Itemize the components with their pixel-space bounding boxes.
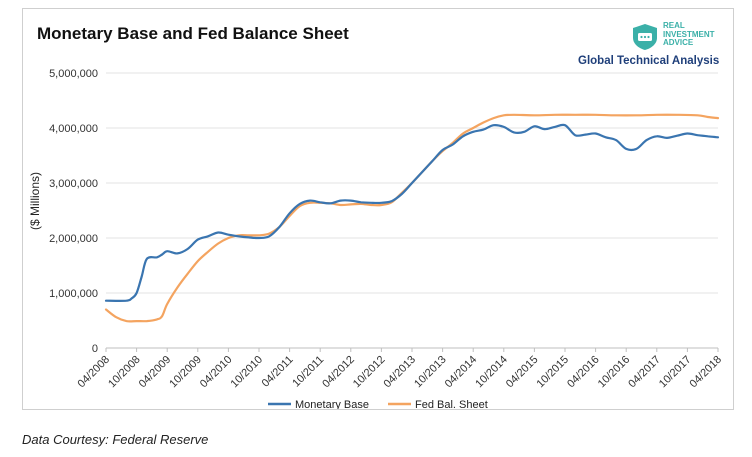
shield-chat-icon xyxy=(633,24,657,50)
logo-line: ADVICE xyxy=(663,38,694,47)
x-tick-label: 04/2008 xyxy=(76,354,113,391)
x-axis-ticks: 04/200810/200804/200910/200904/201010/20… xyxy=(76,348,725,391)
legend-label-fed-bal-sheet: Fed Bal. Sheet xyxy=(415,399,488,409)
x-tick-label: 10/2016 xyxy=(596,354,633,391)
y-axis-title: ($ Millions) xyxy=(28,172,42,230)
brand-logo: REAL INVESTMENT ADVICE xyxy=(631,21,731,61)
x-tick-label: 10/2013 xyxy=(412,354,449,391)
x-tick-label: 10/2011 xyxy=(290,354,326,390)
x-tick-label: 10/2009 xyxy=(167,354,204,391)
tagline: Global Technical Analysis xyxy=(578,55,720,67)
x-tick-label: 04/2015 xyxy=(504,354,541,391)
x-tick-label: 04/2013 xyxy=(382,354,419,391)
series-line-fed-bal-sheet xyxy=(104,113,720,323)
y-tick-label: 4,000,000 xyxy=(49,123,98,135)
y-axis-ticks: 0 1,000,000 2,000,000 3,000,000 4,000,000 5,0… xyxy=(49,68,98,355)
x-tick-label: 04/2009 xyxy=(137,354,174,391)
x-tick-label: 04/2011 xyxy=(260,354,296,390)
y-tick-label: 1,000,000 xyxy=(49,288,98,300)
x-tick-label: 04/2010 xyxy=(198,354,235,391)
x-tick-label: 10/2017 xyxy=(657,354,694,391)
gridlines xyxy=(106,72,718,349)
logo-line: REAL xyxy=(663,21,685,30)
logo-wordmark: REAL INVESTMENT ADVICE xyxy=(663,21,715,48)
x-tick-label: 04/2014 xyxy=(443,354,480,391)
y-tick-label: 3,000,000 xyxy=(49,178,98,190)
x-tick-label: 04/2018 xyxy=(688,354,725,391)
x-tick-label: 10/2010 xyxy=(229,354,266,391)
x-tick-label: 04/2012 xyxy=(320,354,357,391)
legend: Monetary Base Fed Bal. Sheet xyxy=(268,399,488,409)
chart-title: Monetary Base and Fed Balance Sheet xyxy=(37,24,349,43)
chart-frame: Monetary Base and Fed Balance Sheet REAL… xyxy=(22,8,734,410)
series-line-monetary-base xyxy=(104,123,720,302)
line-chart: 0 1,000,000 2,000,000 3,000,000 4,000,000 5,0… xyxy=(28,68,725,409)
x-tick-label: 04/2017 xyxy=(626,354,663,391)
x-tick-label: 10/2008 xyxy=(106,354,143,391)
y-tick-label: 5,000,000 xyxy=(49,68,98,80)
legend-label-monetary-base: Monetary Base xyxy=(295,399,369,409)
x-tick-label: 10/2012 xyxy=(351,354,388,391)
logo-line: INVESTMENT xyxy=(663,29,715,39)
x-tick-label: 04/2016 xyxy=(565,354,602,391)
x-tick-label: 10/2015 xyxy=(535,354,572,391)
y-tick-label: 0 xyxy=(92,343,98,355)
x-tick-label: 10/2014 xyxy=(473,354,510,391)
data-source-caption: Data Courtesy: Federal Reserve xyxy=(22,432,209,447)
y-tick-label: 2,000,000 xyxy=(49,233,98,245)
series-lines xyxy=(104,113,720,323)
